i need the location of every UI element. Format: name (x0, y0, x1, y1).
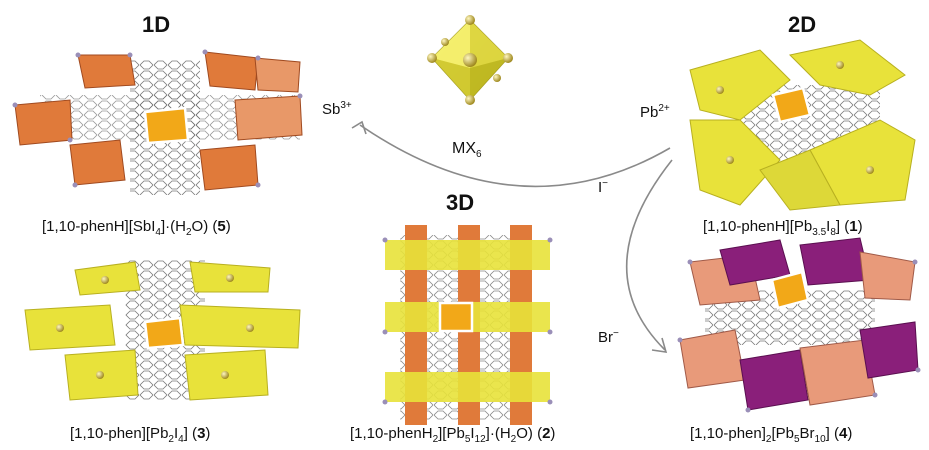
c2-f: O) ( (516, 425, 542, 442)
ion-pb: Pb2+ (640, 103, 670, 121)
ion-br-sup: − (613, 328, 619, 339)
arrow-sb-head (352, 122, 366, 134)
arrow-to-sb (360, 125, 670, 186)
c5-num: 5 (217, 218, 225, 235)
ion-sb-sup: 3+ (340, 100, 351, 111)
c2-d: ) (550, 425, 555, 442)
c2-b: ][Pb (438, 425, 465, 442)
mx6-base: MX (452, 140, 476, 157)
compound-3-label: [1,10-phen][Pb2I4] (3) (70, 425, 210, 449)
ion-br: Br− (598, 328, 619, 346)
c5-d: ) (226, 218, 231, 235)
c5-b: ]·(H (161, 218, 186, 235)
c1-c: ] ( (836, 218, 849, 235)
c3-a: [1,10-phen][Pb (70, 425, 168, 442)
structure-3d (383, 225, 553, 425)
structure-1d-pb (25, 260, 300, 400)
ion-sb-base: Sb (322, 101, 340, 118)
c4-s3: 10 (815, 434, 826, 445)
arrow-to-br (627, 160, 672, 350)
header-2d: 2D (788, 12, 816, 38)
header-3d: 3D (446, 190, 474, 216)
ion-i: I− (598, 178, 608, 196)
c4-b: [Pb (771, 425, 794, 442)
c1-a: [1,10-phenH][Pb (703, 218, 812, 235)
ion-pb-base: Pb (640, 104, 658, 121)
structure-1d-sb (13, 50, 303, 196)
mx6-label: MX6 (452, 140, 482, 160)
structure-br (678, 238, 921, 413)
compound-4-label: [1,10-phen]2[Pb5Br10] (4) (690, 425, 852, 449)
ion-i-sup: − (602, 178, 608, 189)
c5-a: [1,10-phenH][SbI (42, 218, 155, 235)
compound-5-label: [1,10-phenH][SbI4]·(H2O) (5) (42, 218, 231, 242)
header-1d: 1D (142, 12, 170, 38)
c4-d: ) (847, 425, 852, 442)
c4-a: [1,10-phen] (690, 425, 766, 442)
compound-2-label: [1,10-phenH2][Pb5I12]·(H2O) (2) (350, 425, 555, 449)
ion-br-base: Br (598, 329, 613, 346)
c2-e: ]·(H (486, 425, 511, 442)
c1-num: 1 (849, 218, 857, 235)
c1-s1: 3.5 (812, 227, 826, 238)
c3-c: ] ( (184, 425, 197, 442)
c5-c: O) ( (192, 218, 218, 235)
c3-d: ) (205, 425, 210, 442)
ion-pb-sup: 2+ (658, 103, 669, 114)
mx6-sub: 6 (476, 149, 482, 160)
compound-1-label: [1,10-phenH][Pb3.5I8] (1) (703, 218, 863, 242)
mx6-octahedron (427, 15, 513, 105)
structure-2d (690, 40, 915, 210)
c1-d: ) (858, 218, 863, 235)
c2-a: [1,10-phenH (350, 425, 433, 442)
c4-e: ] ( (826, 425, 839, 442)
ion-sb: Sb3+ (322, 100, 352, 118)
c2-s3: 12 (475, 434, 486, 445)
c4-c: Br (800, 425, 815, 442)
